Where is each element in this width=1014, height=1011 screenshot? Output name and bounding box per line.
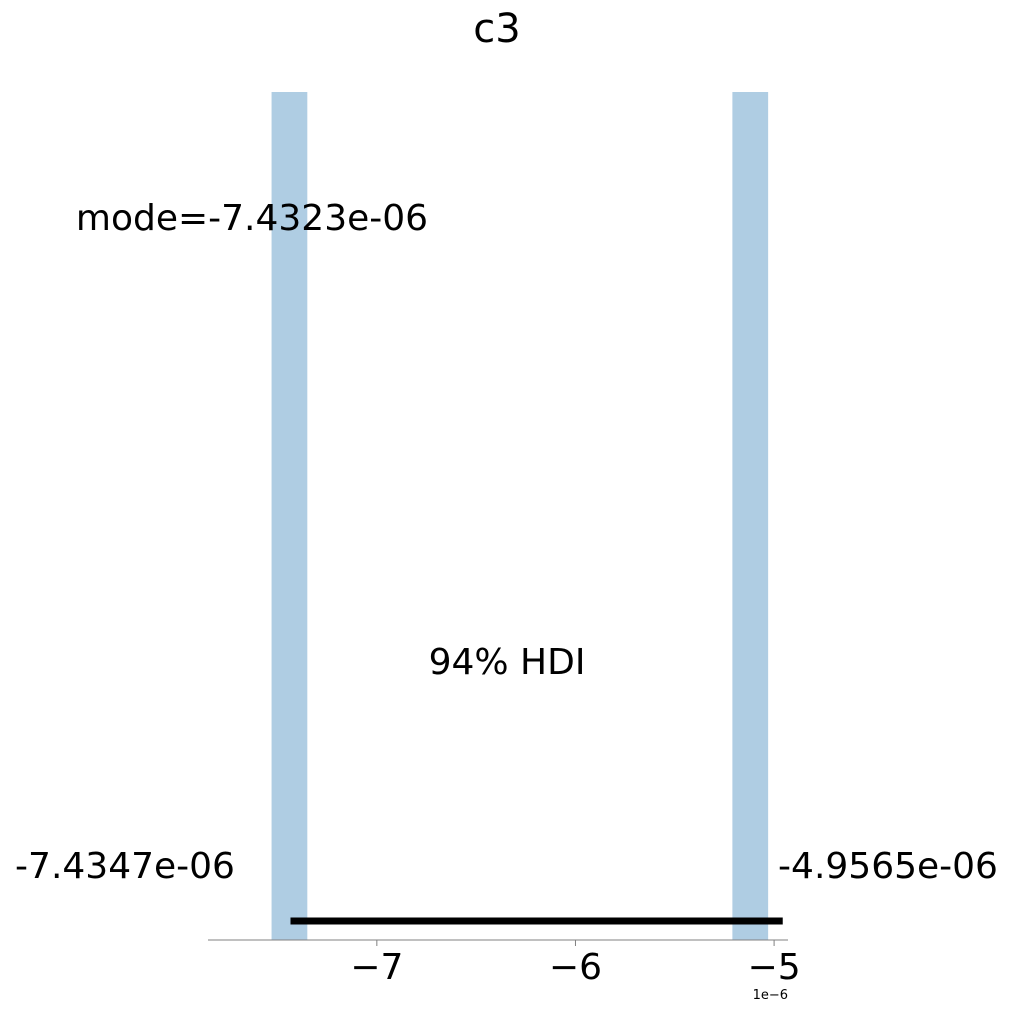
histogram-bar-2 <box>732 92 768 940</box>
hdi-low-label: -7.4347e-06 <box>15 846 235 887</box>
x-axis-ticks: −7 −6 −5 <box>350 940 800 988</box>
x-tick-label-1: −7 <box>350 947 403 988</box>
hdi-high-label: -4.9565e-06 <box>778 846 998 887</box>
mode-label: mode=-7.4323e-06 <box>76 198 428 239</box>
x-axis-offset-label: 1e−6 <box>753 988 788 1003</box>
hdi-probability-label: 94% HDI <box>429 642 586 683</box>
x-tick-label-2: −6 <box>549 947 602 988</box>
x-tick-label-3: −5 <box>748 947 801 988</box>
chart-title: c3 <box>473 6 520 52</box>
